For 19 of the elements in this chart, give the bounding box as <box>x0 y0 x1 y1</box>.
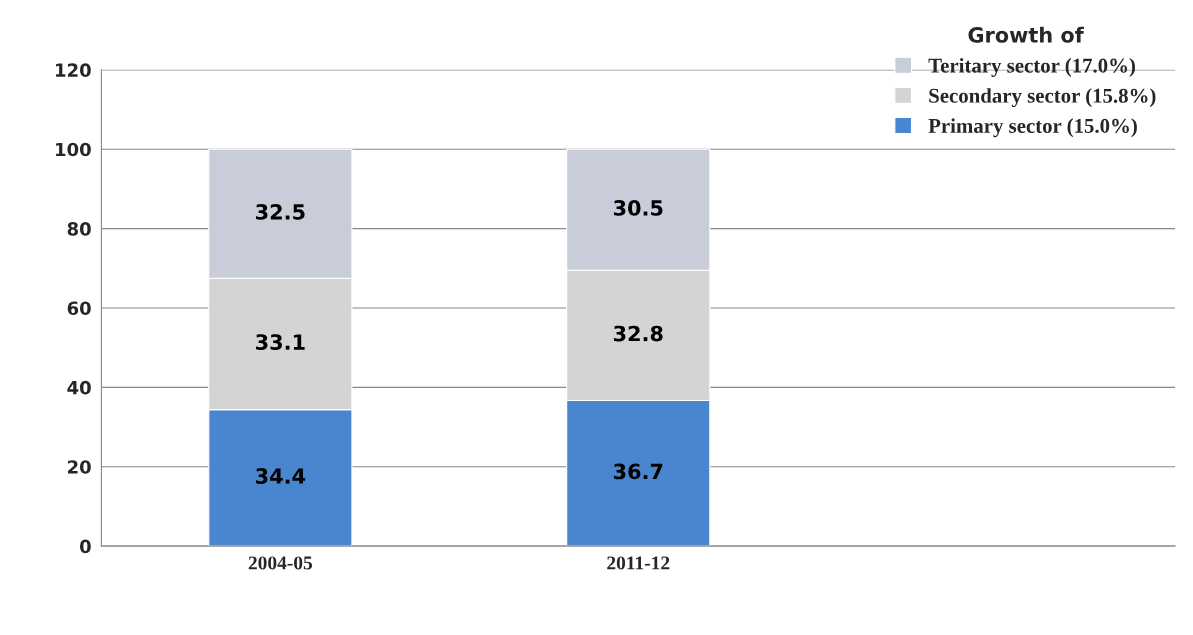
y-tick-label: 0 <box>79 539 91 554</box>
legend-label: Secondary sector (15.8%) <box>929 88 1156 108</box>
data-label: 33.1 <box>256 334 305 350</box>
y-tick-label: 80 <box>67 222 91 236</box>
y-tick-label: 100 <box>56 142 91 157</box>
data-label: 32.5 <box>256 204 305 220</box>
y-tick-label: 40 <box>67 380 91 395</box>
x-tick-label: 2004-05 <box>248 556 313 570</box>
y-tick-label: 120 <box>56 63 91 77</box>
y-tick-label: 60 <box>67 301 91 316</box>
legend-title: Growth of <box>968 26 1084 43</box>
legend-label: Teritary sector (17.0%) <box>928 58 1135 77</box>
x-tick-label: 2011-12 <box>607 556 670 570</box>
data-label: 30.5 <box>613 200 663 216</box>
data-label: 34.4 <box>256 468 306 484</box>
legend-label: Primary sector (15.0%) <box>928 118 1137 138</box>
y-tick-label: 20 <box>67 460 91 474</box>
data-label: 32.8 <box>613 325 663 342</box>
data-label: 36.7 <box>613 463 663 480</box>
